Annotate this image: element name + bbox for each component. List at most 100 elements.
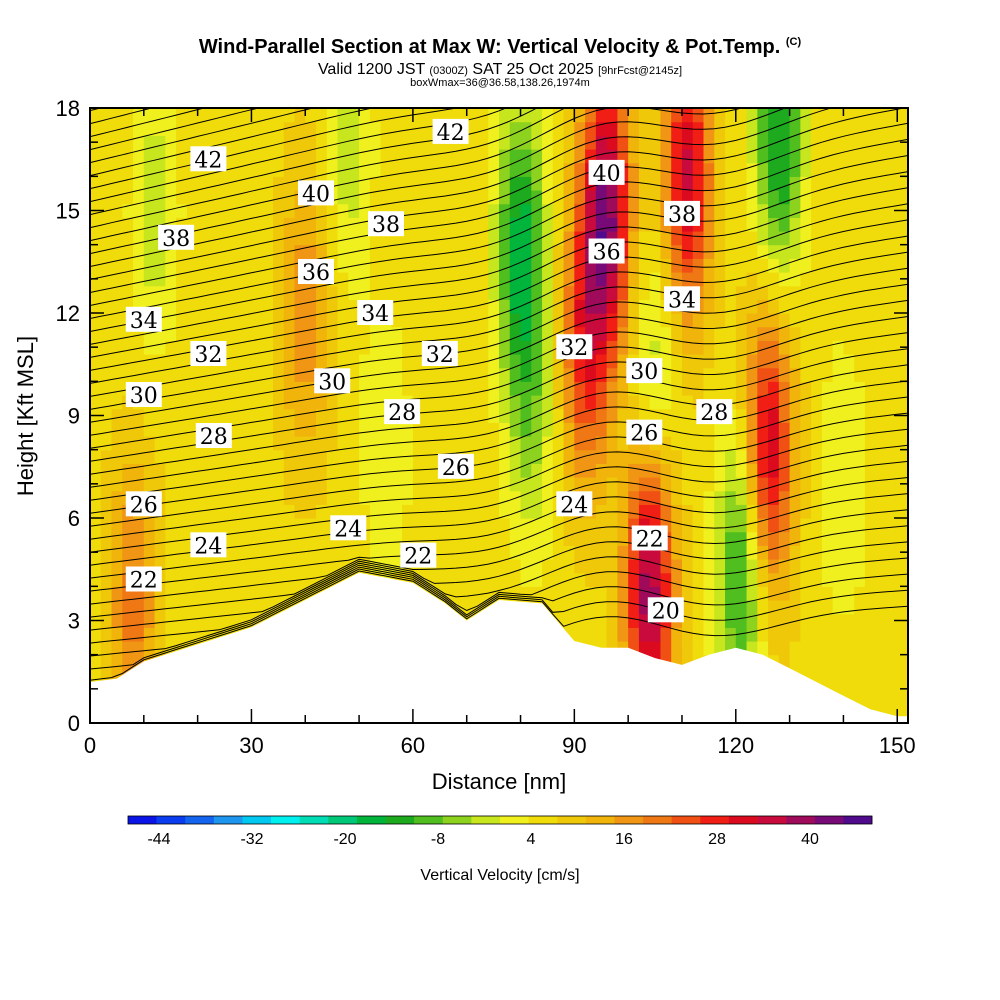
colorbar-tick-label: -20 — [333, 831, 356, 848]
velocity-cell — [176, 408, 188, 423]
velocity-cell — [864, 559, 877, 574]
velocity-cell — [768, 367, 780, 382]
velocity-cell — [412, 518, 425, 533]
velocity-cell — [886, 613, 898, 628]
velocity-cell — [811, 518, 823, 533]
velocity-cell — [864, 354, 877, 369]
velocity-cell — [219, 477, 231, 492]
velocity-cell — [531, 518, 543, 533]
velocity-cell — [778, 463, 791, 478]
velocity-cell — [488, 121, 500, 136]
velocity-cell — [391, 490, 403, 505]
velocity-cell — [768, 422, 780, 437]
contour-label-box — [664, 286, 700, 312]
contour-label-box — [384, 399, 421, 425]
velocity-cell — [757, 313, 769, 328]
velocity-cell — [875, 340, 888, 355]
velocity-cell — [875, 682, 888, 697]
velocity-cell — [757, 477, 769, 492]
velocity-cell — [402, 121, 414, 136]
velocity-cell — [100, 654, 113, 669]
velocity-cell — [617, 395, 629, 410]
velocity-cell — [197, 285, 209, 300]
velocity-cell — [165, 258, 177, 273]
velocity-cell — [821, 203, 834, 218]
velocity-cell — [348, 135, 360, 150]
velocity-cell — [832, 449, 845, 464]
velocity-cell — [251, 477, 263, 492]
velocity-cell — [402, 518, 414, 533]
velocity-cell — [380, 381, 392, 396]
velocity-cell — [326, 203, 339, 218]
velocity-cell — [369, 477, 382, 492]
velocity-cell — [552, 600, 565, 615]
velocity-cell — [208, 108, 220, 123]
velocity-cell — [133, 600, 145, 615]
velocity-cell — [337, 408, 349, 423]
velocity-cell — [638, 559, 651, 574]
velocity-cell — [864, 627, 877, 642]
velocity-cell — [606, 217, 618, 232]
velocity-cell — [488, 258, 500, 273]
velocity-cell — [746, 613, 758, 628]
velocity-cell — [305, 340, 317, 355]
velocity-cell — [897, 313, 908, 328]
velocity-cell — [143, 559, 156, 574]
velocity-cell — [229, 326, 242, 341]
velocity-cell — [542, 559, 554, 574]
velocity-cell — [671, 395, 683, 410]
velocity-cell — [229, 422, 242, 437]
velocity-cell — [499, 340, 511, 355]
velocity-cell — [165, 326, 177, 341]
velocity-cell — [735, 504, 748, 519]
velocity-cell — [434, 176, 446, 191]
velocity-cell — [800, 436, 812, 451]
velocity-cell — [531, 531, 543, 546]
velocity-cell — [229, 354, 242, 369]
velocity-cell — [412, 190, 425, 205]
velocity-cell — [886, 545, 898, 560]
velocity-cell — [875, 121, 888, 136]
velocity-cell — [229, 572, 242, 587]
velocity-cell — [628, 627, 640, 642]
velocity-cell — [466, 203, 479, 218]
velocity-cell — [875, 354, 888, 369]
velocity-cell — [886, 272, 898, 287]
velocity-cell — [488, 586, 500, 601]
velocity-cell — [402, 367, 414, 382]
velocity-cell — [122, 231, 134, 246]
velocity-cell — [746, 108, 758, 123]
velocity-cell — [133, 244, 145, 259]
velocity-cell — [811, 149, 823, 164]
velocity-cell — [208, 203, 220, 218]
velocity-cell — [735, 613, 748, 628]
velocity-cell — [875, 504, 888, 519]
velocity-cell — [563, 381, 575, 396]
velocity-cell — [692, 613, 705, 628]
isentrope-line — [90, 267, 908, 410]
velocity-cell — [186, 190, 199, 205]
velocity-cell — [778, 654, 791, 669]
velocity-cell — [316, 217, 328, 232]
velocity-cell — [294, 477, 306, 492]
velocity-cell — [359, 422, 371, 437]
velocity-cell — [778, 135, 791, 150]
velocity-cell — [100, 299, 113, 314]
velocity-cell — [574, 244, 586, 259]
velocity-cell — [864, 326, 877, 341]
velocity-cell — [154, 449, 166, 464]
velocity-cell — [111, 108, 123, 123]
velocity-cell — [832, 531, 845, 546]
velocity-cell — [585, 272, 597, 287]
velocity-cell — [542, 149, 554, 164]
velocity-cell — [488, 572, 500, 587]
velocity-cell — [412, 340, 425, 355]
isentrope-line — [90, 283, 908, 423]
velocity-cell — [176, 395, 188, 410]
velocity-cell — [864, 231, 877, 246]
isentrope-line — [90, 566, 908, 657]
velocity-cell — [628, 217, 640, 232]
velocity-cell — [348, 490, 360, 505]
velocity-cell — [251, 299, 263, 314]
velocity-cell — [208, 449, 220, 464]
